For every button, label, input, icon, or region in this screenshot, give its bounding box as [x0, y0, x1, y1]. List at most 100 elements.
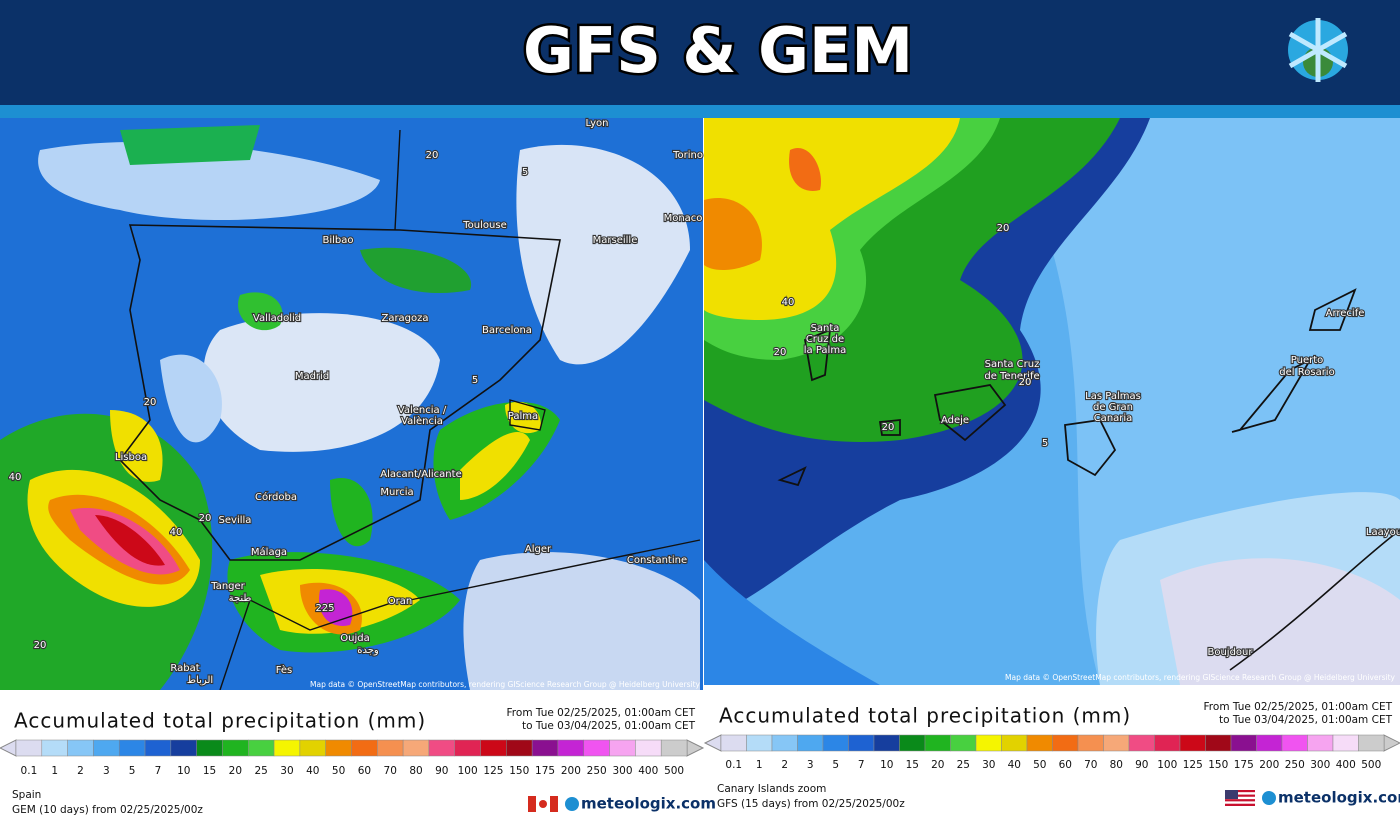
colorbar-cell	[480, 739, 507, 757]
map-label: 5	[522, 167, 528, 178]
map-label: Laayou	[1366, 527, 1400, 538]
brand: meteologix.com	[581, 795, 716, 813]
map-canary	[704, 118, 1400, 685]
map-label: 20	[997, 223, 1010, 234]
colorbar-cell	[822, 734, 849, 752]
colorbar-label: 250	[1285, 759, 1305, 771]
map-label: 5	[472, 375, 478, 386]
colorbar-label: 10	[177, 765, 190, 777]
colorbar-cell	[15, 739, 43, 757]
colorbar-label: 2	[781, 759, 788, 771]
colorbar-label: 10	[880, 759, 893, 771]
colorbar-cell	[1358, 734, 1385, 752]
colorbar-cell	[899, 734, 926, 752]
map-label: Toulouse	[462, 220, 506, 231]
flag	[1225, 801, 1255, 804]
colorbar-cell	[975, 734, 1002, 752]
colorbar-label: 100	[458, 765, 478, 777]
map-label: Rabat	[170, 663, 199, 674]
map-label: Oujda	[340, 633, 369, 644]
map-label: Fès	[276, 664, 293, 676]
colorbar-label: 175	[535, 765, 555, 777]
colorbar-label: 70	[1084, 759, 1097, 771]
colorbar-label: 40	[1008, 759, 1021, 771]
map-label: Santa	[811, 323, 840, 334]
map-label: del Rosario	[1279, 367, 1334, 378]
colorbar-cell	[1230, 734, 1257, 752]
map-label: 5	[1042, 438, 1048, 449]
legend-title: Accumulated total precipitation (mm)	[14, 709, 426, 733]
flag	[1225, 790, 1238, 799]
colorbar-cell	[222, 739, 249, 757]
colorbar-cell	[1001, 734, 1028, 752]
flag	[528, 796, 536, 812]
colorbar-cell	[248, 739, 275, 757]
colorbar-label: 125	[1183, 759, 1203, 771]
colorbar-label: 15	[906, 759, 919, 771]
map-label: Oran	[388, 596, 412, 607]
colorbar-label: 0.1	[725, 759, 742, 771]
colorbar-cell	[144, 739, 172, 757]
colorbar-label: 2	[77, 765, 84, 777]
map-label: Arrecife	[1326, 308, 1365, 319]
map-label: Santa Cruz	[985, 359, 1040, 370]
map-label: Lyon	[585, 118, 608, 129]
colorbar-label: 60	[1059, 759, 1072, 771]
colorbar-cell	[557, 739, 585, 757]
map-label: de Gran	[1093, 402, 1133, 413]
model-run: GEM (10 days) from 02/25/2025/00z	[12, 804, 203, 816]
map-attribution: Map data © OpenStreetMap contributors, r…	[310, 680, 701, 689]
colorbar-cell	[746, 734, 773, 752]
model-run: GFS (15 days) from 02/25/2025/00z	[717, 798, 905, 810]
colorbar-label: 1	[51, 765, 58, 777]
map-label: Boujdour	[1207, 647, 1253, 658]
colorbar-cell	[950, 734, 977, 752]
map-label: 20	[426, 150, 439, 161]
flag	[1225, 796, 1255, 800]
map-label: Murcia	[380, 487, 413, 498]
colorbar-cell	[454, 739, 481, 757]
region: Spain	[12, 789, 41, 801]
colorbar-cell	[1026, 734, 1053, 752]
colorbar-label: 1	[756, 759, 763, 771]
colorbar-cell	[1307, 734, 1334, 752]
map-label: 40	[782, 297, 795, 308]
colorbar-label: 3	[807, 759, 814, 771]
colorbar-cell	[609, 739, 636, 757]
colorbar-label: 500	[664, 765, 684, 777]
map-label: Barcelona	[482, 325, 532, 336]
map-label: Madrid	[295, 371, 329, 382]
map-label: Palma	[508, 411, 538, 422]
map-label: Córdoba	[255, 491, 297, 503]
colorbar-label: 70	[384, 765, 397, 777]
colorbar-label: 150	[509, 765, 529, 777]
header-bar	[0, 0, 1400, 105]
colorbar-label: 15	[203, 765, 216, 777]
region: Canary Islands zoom	[717, 783, 826, 795]
colorbar-label: 500	[1361, 759, 1381, 771]
colorbar-cell	[299, 739, 326, 757]
map-label: وجدة	[357, 645, 379, 656]
colorbar-label: 90	[435, 765, 448, 777]
colorbar-label: 0.1	[21, 765, 38, 777]
colorbar-label: 20	[931, 759, 944, 771]
colorbar-cell	[531, 739, 559, 757]
flag	[1225, 803, 1255, 806]
colorbar-cell	[506, 739, 533, 757]
map-label: 20	[882, 422, 895, 433]
map-label: 20	[1019, 377, 1032, 388]
flag	[1225, 792, 1255, 795]
flag	[1225, 790, 1255, 793]
colorbar-cell	[351, 739, 378, 757]
colorbar-label: 7	[858, 759, 865, 771]
colorbar-label: 400	[638, 765, 658, 777]
map-label: Valencia /	[398, 405, 447, 416]
colorbar-cell	[377, 739, 404, 757]
map-label: Tanger	[210, 581, 245, 592]
colorbar-label: 300	[612, 765, 632, 777]
colorbar-cell	[660, 739, 688, 757]
page-title: GFS & GEM	[523, 14, 913, 87]
header-strip	[0, 105, 1400, 118]
